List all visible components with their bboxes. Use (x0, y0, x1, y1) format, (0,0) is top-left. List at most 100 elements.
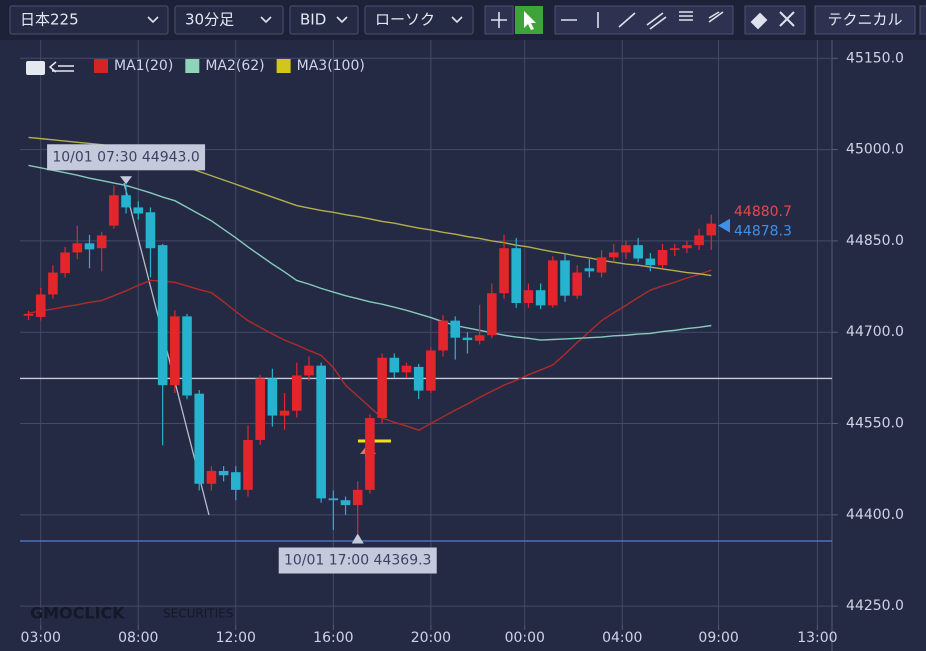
moving-average-line (28, 164, 712, 341)
candle-body (340, 500, 351, 506)
x-tick-label: 04:00 (602, 630, 642, 646)
technical: テクニカル (827, 11, 902, 29)
annotation-box (278, 547, 437, 574)
candle-body (352, 489, 363, 506)
pointer-icon (524, 11, 536, 30)
candle-body (279, 410, 290, 416)
candle-body (291, 375, 302, 411)
annotation-label: 10/01 17:00 44369.3 (284, 553, 432, 569)
candle-body (218, 470, 229, 476)
legend-toggle-icon (48, 61, 74, 73)
symbol-dropdown[interactable] (9, 5, 169, 35)
candle-body (547, 260, 558, 306)
candle-body (267, 378, 278, 416)
last-price-label: 44880.7 (734, 204, 792, 220)
candle-body (535, 290, 546, 306)
dropdown-arrow (451, 16, 463, 24)
x-tick-label: 00:00 (505, 630, 545, 646)
dropdown-arrow (260, 16, 272, 24)
candle-body (438, 320, 448, 351)
legend-swatch (276, 59, 291, 73)
candle-body (157, 245, 168, 386)
candle-body (389, 357, 400, 373)
comment-icon (26, 61, 45, 75)
candle-body (243, 439, 253, 490)
candle-body (426, 350, 436, 391)
chart-style-dropdown[interactable] (364, 5, 474, 35)
moving-average-line (28, 269, 712, 431)
legend-label: MA1(20) (114, 58, 173, 74)
x-tick-label: 09:00 (698, 630, 738, 646)
candle-body (474, 335, 485, 341)
candle-body (572, 272, 582, 296)
candle-body (669, 248, 680, 251)
y-tick-label: 45150.0 (846, 50, 904, 66)
symbol: 日本225 (20, 11, 79, 29)
last-price-label: 44878.3 (734, 224, 792, 240)
y-tick-label: 44400.0 (846, 507, 904, 523)
candle-body (109, 195, 119, 226)
timeframe: 30分足 (185, 11, 234, 29)
candle-body (645, 258, 656, 266)
candle-body (206, 470, 217, 484)
annotation-pointer (120, 176, 133, 185)
watermark-suffix: SECURITIES (163, 607, 233, 621)
candle-body (450, 320, 461, 338)
candle-body (596, 257, 607, 273)
legend-swatch (185, 59, 200, 73)
candle-body (170, 316, 180, 386)
technical-button[interactable] (814, 5, 916, 35)
candle-body (328, 498, 339, 501)
candle-body (48, 272, 58, 295)
candle-body (560, 260, 570, 296)
y-tick-label: 44700.0 (846, 324, 904, 340)
y-tick-label: 45000.0 (846, 142, 904, 158)
legend (26, 61, 74, 75)
price-type-dropdown[interactable] (289, 5, 359, 35)
x-tick-label: 08:00 (118, 630, 158, 646)
candle-body (413, 366, 424, 391)
timeframe-dropdown[interactable] (174, 5, 284, 35)
x-tick-label: 16:00 (313, 630, 353, 646)
candle-body (96, 235, 107, 249)
candle-body (23, 313, 34, 316)
candle-body (682, 245, 692, 249)
annotation-pointer (351, 533, 364, 544)
candle-body (584, 268, 595, 272)
x-tick-label: 20:00 (411, 630, 451, 646)
watermark-brand: GMOCLICK (30, 604, 125, 623)
more-button[interactable] (919, 5, 926, 35)
candle-body (657, 250, 668, 266)
candle-body (706, 223, 717, 236)
candle-body (231, 472, 241, 490)
candle-body (84, 243, 95, 250)
candle-body (694, 235, 704, 246)
candle-body (608, 252, 619, 258)
candle-body (35, 294, 46, 317)
candle-body (487, 293, 497, 336)
dropdown-arrow (147, 16, 159, 24)
candle-body (621, 245, 631, 253)
crosshair-icon (491, 12, 507, 28)
fib-icons (679, 11, 724, 23)
line-icons (561, 12, 667, 30)
toolbar: 日本225 30分足 BID ローソク テクニカル (0, 0, 926, 40)
annotation-box (47, 144, 206, 171)
candle-body (182, 316, 192, 396)
last-price-marker (718, 218, 730, 233)
candle-body (60, 252, 70, 274)
x-tick-label: 12:00 (216, 630, 256, 646)
candle-body (145, 212, 156, 249)
annotation-label: 10/01 07:30 44943.0 (52, 149, 200, 165)
candle-body (401, 365, 412, 373)
candle-body (365, 418, 375, 490)
candle-body (133, 207, 144, 214)
candle-body (511, 248, 522, 303)
y-tick-label: 44850.0 (846, 233, 904, 249)
drawing-tools[interactable] (554, 5, 734, 35)
candle-body (377, 357, 387, 419)
candle-body (316, 365, 326, 499)
legend-label: MA2(62) (205, 58, 264, 74)
